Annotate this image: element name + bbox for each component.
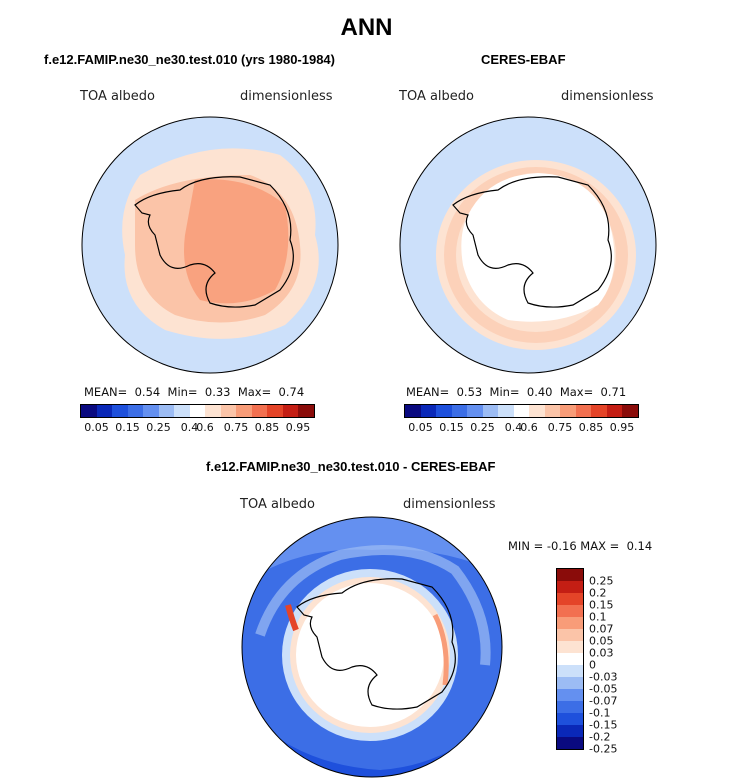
right-colorbar-box	[575, 405, 591, 417]
left-colorbar-box	[220, 405, 236, 417]
right-colorbar-box	[451, 405, 467, 417]
diff-colorbar-box	[557, 689, 583, 701]
right-colorbar-tick: 0.15	[439, 421, 464, 434]
diff-colorbar-box	[557, 665, 583, 677]
diff-colorbar-tick: 0	[589, 658, 596, 672]
left-colorbar-box	[112, 405, 128, 417]
diff-colorbar-box	[557, 725, 583, 737]
right-panel-title: CERES-EBAF	[481, 52, 566, 67]
diff-colorbar-box	[557, 677, 583, 689]
right-colorbar-box	[513, 405, 529, 417]
right-colorbar-box	[436, 405, 452, 417]
left-polar-map	[81, 116, 339, 374]
diff-colorbar-box	[557, 581, 583, 593]
right-colorbar-box	[498, 405, 514, 417]
right-colorbar-tick: 0.95	[609, 421, 635, 434]
right-units-label: dimensionless	[561, 89, 654, 104]
left-stats: MEAN= 0.54 Min= 0.33 Max= 0.74	[84, 385, 305, 399]
left-units-label: dimensionless	[240, 89, 333, 104]
left-colorbar-tick: 0.6	[196, 421, 214, 434]
diff-colorbar-box	[557, 701, 583, 713]
right-colorbar-box	[467, 405, 483, 417]
diff-colorbar-box	[557, 641, 583, 653]
left-colorbar-box	[236, 405, 252, 417]
right-colorbar-box	[420, 405, 436, 417]
diff-colorbar-box	[557, 629, 583, 641]
right-colorbar-box	[591, 405, 607, 417]
diff-colorbar-box	[557, 593, 583, 605]
diff-colorbar-box	[557, 569, 583, 581]
left-colorbar-box	[96, 405, 112, 417]
left-colorbar-tick: 0.05	[84, 421, 109, 434]
diff-colorbar-tick: 0.03	[589, 646, 614, 660]
main-title: ANN	[340, 14, 393, 41]
diff-colorbar-box	[557, 737, 583, 749]
left-colorbar	[80, 404, 315, 418]
left-colorbar-box	[267, 405, 283, 417]
diff-colorbar-tick: 0.05	[589, 634, 614, 648]
diff-polar-map	[241, 516, 503, 778]
left-colorbar-box	[143, 405, 159, 417]
diff-colorbar-tick: -0.03	[589, 670, 618, 684]
diff-colorbar-box	[557, 653, 583, 665]
diff-colorbar-box	[557, 617, 583, 629]
left-colorbar-box	[205, 405, 221, 417]
diff-colorbar-tick: -0.07	[589, 694, 618, 708]
diff-colorbar-tick: -0.2	[589, 730, 611, 744]
right-colorbar-tick: 0.25	[470, 421, 495, 434]
left-colorbar-tick: 0.15	[115, 421, 140, 434]
right-colorbar-tick: 0.4	[504, 421, 523, 434]
diff-colorbar-tick: -0.25	[589, 742, 618, 756]
left-colorbar-box	[174, 405, 190, 417]
right-colorbar-box	[622, 405, 638, 417]
diff-variable-label: TOA albedo	[240, 497, 316, 512]
right-colorbar-tick: 0.05	[408, 421, 433, 434]
diff-colorbar	[556, 568, 584, 750]
right-colorbar-box	[529, 405, 545, 417]
right-colorbar-box	[560, 405, 576, 417]
diff-colorbar-tick: -0.15	[589, 718, 618, 732]
diff-colorbar-tick: -0.1	[589, 706, 611, 720]
right-colorbar-box	[482, 405, 498, 417]
diff-colorbar-tick: -0.05	[589, 682, 618, 696]
right-colorbar-box	[606, 405, 622, 417]
diff-colorbar-tick: 0.2	[589, 586, 607, 600]
diff-colorbar-tick: 0.07	[589, 622, 614, 636]
diff-colorbar-box	[557, 605, 583, 617]
left-colorbar-tick: 0.25	[146, 421, 171, 434]
left-colorbar-box	[127, 405, 143, 417]
left-colorbar-tick: 0.75	[223, 421, 249, 434]
right-antarctica-coastline	[452, 176, 612, 308]
diff-antarctica-coastline	[296, 578, 456, 710]
diff-panel-title: f.e12.FAMIP.ne30_ne30.test.010 - CERES-E…	[206, 459, 496, 474]
diff-colorbar-tick: 0.15	[589, 598, 614, 612]
diff-colorbar-tick: 0.1	[589, 610, 607, 624]
right-stats: MEAN= 0.53 Min= 0.40 Max= 0.71	[406, 385, 627, 399]
left-colorbar-box	[298, 405, 314, 417]
right-polar-map	[399, 116, 657, 374]
left-variable-label: TOA albedo	[80, 89, 156, 104]
left-colorbar-box	[189, 405, 205, 417]
left-colorbar-box	[158, 405, 174, 417]
left-colorbar-tick: 0.85	[254, 421, 280, 434]
right-colorbar-tick: 0.75	[547, 421, 573, 434]
left-colorbar-box	[251, 405, 267, 417]
right-colorbar-box	[544, 405, 560, 417]
left-colorbar-tick: 0.4	[180, 421, 199, 434]
diff-units-label: dimensionless	[403, 497, 496, 512]
right-colorbar-box	[405, 405, 421, 417]
left-colorbar-tick: 0.95	[285, 421, 311, 434]
diff-stats: MIN = -0.16 MAX = 0.14	[508, 539, 653, 553]
right-colorbar	[404, 404, 639, 418]
diff-colorbar-tick: 0.25	[589, 574, 614, 588]
left-antarctica-coastline	[134, 176, 294, 308]
right-colorbar-tick: 0.6	[520, 421, 538, 434]
left-colorbar-box	[81, 405, 97, 417]
left-panel-title: f.e12.FAMIP.ne30_ne30.test.010 (yrs 1980…	[44, 52, 335, 67]
right-colorbar-tick: 0.85	[578, 421, 604, 434]
left-colorbar-box	[282, 405, 298, 417]
right-variable-label: TOA albedo	[399, 89, 475, 104]
diff-colorbar-box	[557, 713, 583, 725]
